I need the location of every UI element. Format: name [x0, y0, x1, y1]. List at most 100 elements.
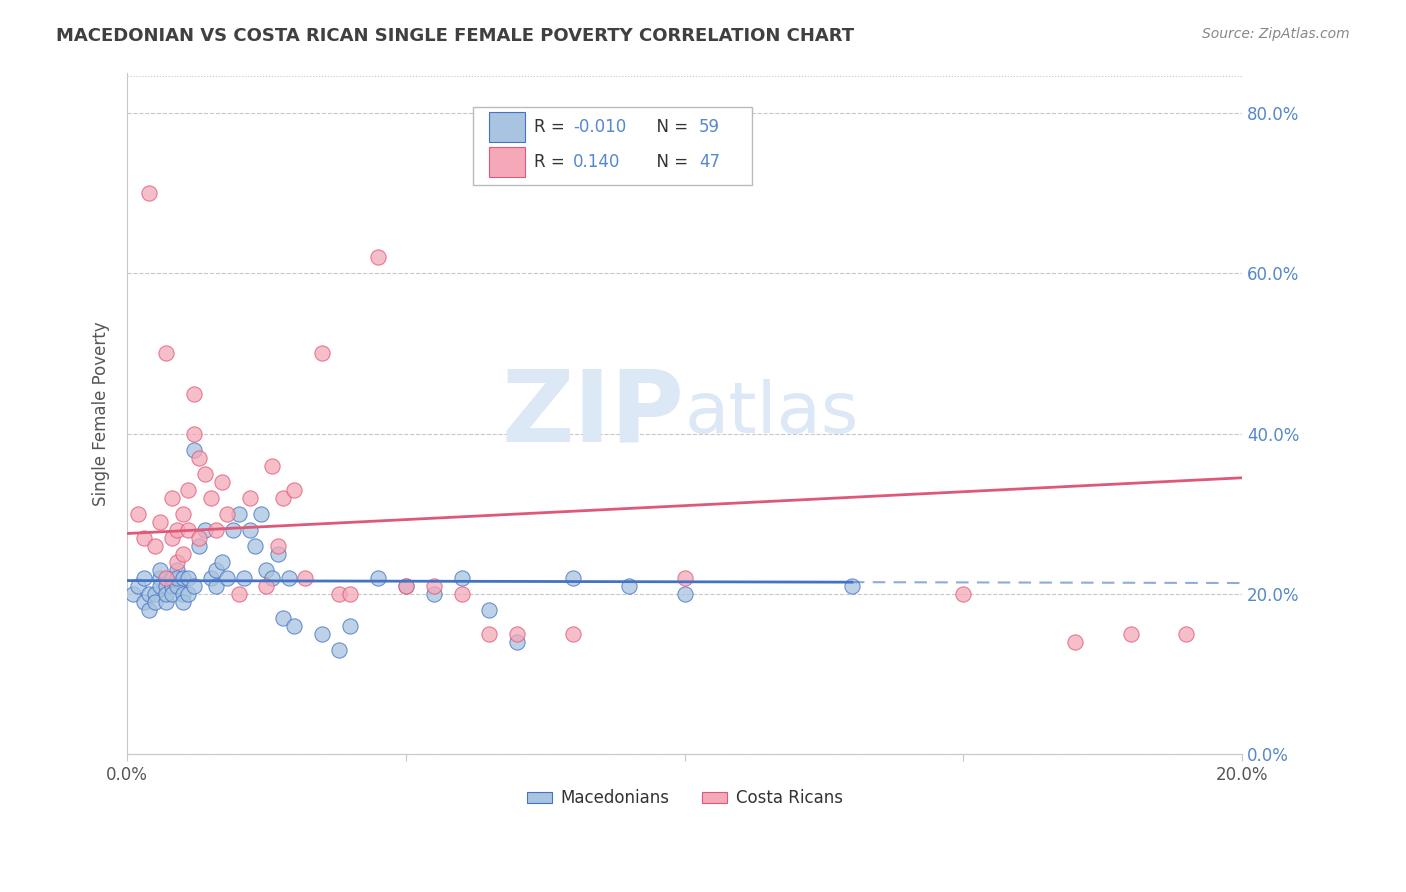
Point	[478, 627, 501, 641]
Point	[172, 547, 194, 561]
Point	[194, 523, 217, 537]
Point	[205, 579, 228, 593]
FancyBboxPatch shape	[489, 112, 526, 143]
Point	[254, 563, 277, 577]
Point	[188, 531, 211, 545]
Point	[149, 563, 172, 577]
Point	[172, 587, 194, 601]
Point	[155, 579, 177, 593]
Point	[450, 571, 472, 585]
Point	[138, 603, 160, 617]
Point	[155, 571, 177, 585]
Point	[450, 587, 472, 601]
Point	[155, 595, 177, 609]
Point	[506, 635, 529, 649]
Text: R =: R =	[534, 153, 575, 170]
Point	[183, 386, 205, 401]
Point	[160, 579, 183, 593]
Text: ZIP: ZIP	[502, 365, 685, 462]
Point	[422, 587, 444, 601]
Point	[172, 595, 194, 609]
Point	[177, 587, 200, 601]
Point	[211, 475, 233, 489]
Point	[673, 587, 696, 601]
Y-axis label: Single Female Poverty: Single Female Poverty	[93, 321, 110, 506]
Point	[217, 571, 239, 585]
Point	[166, 555, 188, 569]
Point	[217, 507, 239, 521]
Point	[952, 587, 974, 601]
Point	[200, 491, 222, 505]
FancyBboxPatch shape	[489, 146, 526, 177]
Point	[271, 491, 294, 505]
Point	[127, 507, 149, 521]
Point	[177, 571, 200, 585]
Point	[183, 579, 205, 593]
Point	[841, 579, 863, 593]
Point	[245, 539, 267, 553]
Text: N =: N =	[645, 153, 693, 170]
Point	[143, 595, 166, 609]
Text: N =: N =	[645, 119, 693, 136]
Point	[143, 587, 166, 601]
Point	[188, 450, 211, 465]
Point	[260, 458, 283, 473]
Point	[211, 555, 233, 569]
Point	[422, 579, 444, 593]
Point	[160, 587, 183, 601]
Text: -0.010: -0.010	[574, 119, 626, 136]
Point	[367, 571, 389, 585]
Point	[205, 523, 228, 537]
Point	[166, 579, 188, 593]
Point	[367, 250, 389, 264]
Point	[200, 571, 222, 585]
Text: R =: R =	[534, 119, 569, 136]
Point	[177, 523, 200, 537]
Point	[260, 571, 283, 585]
Point	[283, 483, 305, 497]
Point	[149, 515, 172, 529]
Text: MACEDONIAN VS COSTA RICAN SINGLE FEMALE POVERTY CORRELATION CHART: MACEDONIAN VS COSTA RICAN SINGLE FEMALE …	[56, 27, 855, 45]
Point	[311, 346, 333, 360]
Point	[328, 587, 350, 601]
Text: 47: 47	[699, 153, 720, 170]
Point	[205, 563, 228, 577]
Point	[177, 483, 200, 497]
Point	[395, 579, 418, 593]
Point	[132, 595, 155, 609]
Point	[254, 579, 277, 593]
Point	[194, 467, 217, 481]
Point	[239, 491, 262, 505]
Point	[149, 571, 172, 585]
Point	[222, 523, 245, 537]
Point	[562, 627, 585, 641]
Point	[132, 531, 155, 545]
Point	[339, 619, 361, 633]
Point	[339, 587, 361, 601]
Point	[506, 627, 529, 641]
Point	[228, 507, 250, 521]
Point	[166, 571, 188, 585]
Text: 59: 59	[699, 119, 720, 136]
Text: 0.140: 0.140	[574, 153, 620, 170]
Point	[277, 571, 299, 585]
Point	[121, 587, 143, 601]
Point	[1175, 627, 1198, 641]
Point	[183, 442, 205, 457]
Point	[155, 346, 177, 360]
Point	[673, 571, 696, 585]
Point	[271, 611, 294, 625]
Point	[478, 603, 501, 617]
Point	[183, 426, 205, 441]
Point	[143, 539, 166, 553]
Point	[1064, 635, 1087, 649]
Point	[266, 547, 288, 561]
Point	[233, 571, 256, 585]
Point	[294, 571, 316, 585]
Point	[160, 531, 183, 545]
Point	[160, 491, 183, 505]
Point	[172, 507, 194, 521]
Point	[149, 579, 172, 593]
Point	[311, 627, 333, 641]
Point	[155, 587, 177, 601]
